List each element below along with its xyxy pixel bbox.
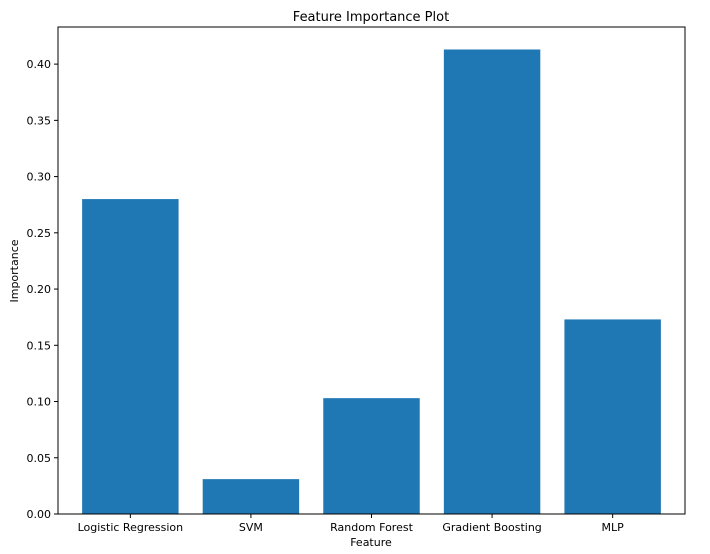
y-tick-label: 0.30	[27, 171, 52, 184]
y-tick-label: 0.20	[27, 283, 52, 296]
y-axis-title: Importance	[8, 239, 21, 302]
bar-random-forest	[323, 398, 420, 514]
x-tick-label-svm: SVM	[239, 521, 263, 534]
x-axis-title: Feature	[350, 536, 392, 549]
y-tick-label: 0.35	[27, 114, 52, 127]
x-tick-label-random-forest: Random Forest	[330, 521, 413, 534]
y-tick-label: 0.05	[27, 452, 52, 465]
x-tick-label-mlp: MLP	[602, 521, 625, 534]
plot-frame	[57, 26, 686, 515]
x-tick-label-gradient-boosting: Gradient Boosting	[442, 521, 541, 534]
bar-svm	[202, 479, 300, 514]
x-tick-label-logistic-regression: Logistic Regression	[78, 521, 184, 534]
y-tick-label: 0.00	[27, 508, 52, 521]
x-axis: Logistic Regression SVM Random Forest Gradi…	[78, 514, 625, 534]
chart-title: Feature Importance Plot	[293, 10, 449, 25]
bar-mlp	[564, 319, 661, 514]
y-tick-label: 0.10	[27, 396, 52, 409]
bar-logistic-regression	[82, 199, 179, 515]
y-tick-label: 0.25	[27, 227, 52, 240]
bars-group	[82, 49, 661, 515]
y-tick-label: 0.15	[27, 339, 52, 352]
y-axis: 0.00 0.05 0.10 0.15 0.20 0.25 0.30 0.35 0.40	[27, 58, 58, 521]
bar-gradient-boosting	[443, 49, 541, 514]
y-tick-label: 0.40	[27, 58, 52, 71]
